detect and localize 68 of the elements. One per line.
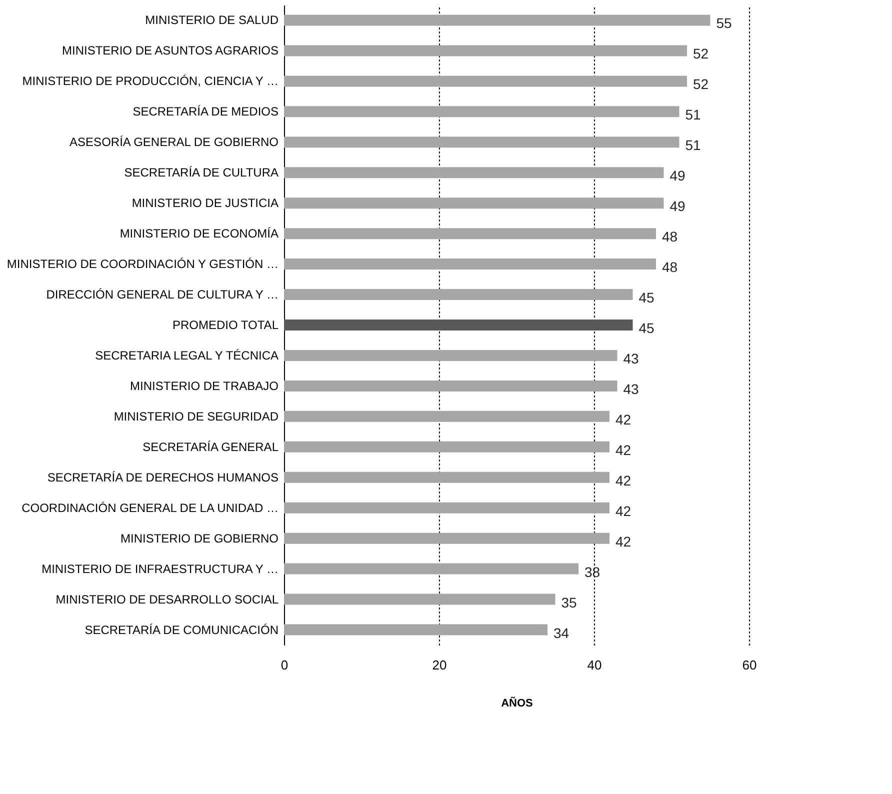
bar: [284, 136, 680, 148]
data-label: 51: [685, 137, 702, 154]
bar: [284, 76, 687, 87]
data-label: 45: [638, 290, 655, 306]
y-tick-label: DIRECCIÓN GENERAL DE CULTURA Y …: [46, 288, 278, 302]
data-label: 51: [685, 106, 702, 123]
data-label: 52: [693, 46, 709, 62]
data-label: 49: [670, 198, 686, 214]
y-tick-label: MINISTERIO DE INFRAESTRUCTURA Y …: [42, 562, 278, 576]
data-label: 42: [616, 442, 632, 458]
bar: [284, 410, 610, 422]
bar: [284, 14, 710, 26]
x-tick-label: 60: [742, 658, 757, 672]
data-label: 42: [616, 502, 632, 519]
y-tick-label: SECRETARÍA DE CULTURA: [124, 166, 278, 180]
bar: [284, 594, 556, 605]
bar: [284, 106, 680, 118]
data-label: 34: [554, 624, 570, 641]
y-tick-label: MINISTERIO DE COORDINACIÓN Y GESTIÓN …: [6, 257, 278, 272]
data-label: 45: [638, 320, 655, 336]
y-tick-label: SECRETARIA LEGAL Y TÉCNICA: [95, 348, 278, 362]
y-tick-label: SECRETARÍA DE DERECHOS HUMANOS: [47, 470, 278, 484]
bar: [284, 350, 618, 361]
data-label: 52: [693, 76, 709, 92]
y-tick-label: MINISTERIO DE PRODUCCIÓN, CIENCIA Y …: [22, 74, 278, 88]
bar: [284, 45, 687, 56]
bar: [284, 258, 656, 270]
bar: [284, 441, 610, 452]
y-tick-label: MINISTERIO DE SALUD: [145, 13, 279, 28]
y-tick-label: MINISTERIO DE TRABAJO: [130, 378, 278, 393]
data-label: 38: [584, 564, 600, 580]
data-label: 48: [662, 259, 678, 276]
data-label: 55: [716, 15, 732, 32]
x-axis-title: AÑOS: [501, 696, 533, 710]
y-tick-label: ASESORÍA GENERAL DE GOBIERNO: [70, 135, 278, 150]
y-tick-label: MINISTERIO DE GOBIERNO: [120, 531, 278, 546]
bar: [284, 532, 610, 544]
data-label: 42: [616, 411, 632, 428]
bar: [284, 624, 548, 636]
data-label: 49: [670, 168, 686, 184]
data-label: 42: [616, 472, 632, 488]
bar: [284, 563, 578, 574]
data-label: 43: [623, 350, 640, 366]
bar: [284, 320, 633, 330]
y-tick-label: SECRETARÍA GENERAL: [142, 440, 279, 454]
y-tick-label: PROMEDIO TOTAL: [172, 318, 279, 332]
y-tick-label: MINISTERIO DE SEGURIDAD: [114, 409, 279, 424]
y-tick-label: MINISTERIO DE DESARROLLO SOCIAL: [56, 592, 279, 606]
data-label: 48: [662, 228, 678, 245]
bar: [284, 380, 618, 392]
x-tick-label: 40: [587, 658, 602, 672]
y-tick-label: SECRETARÍA DE MEDIOS: [132, 104, 278, 119]
y-tick-label: SECRETARÍA DE COMUNICACIÓN: [84, 622, 278, 637]
x-tick-label: 0: [280, 658, 288, 672]
bar: [284, 289, 633, 300]
bar: [284, 198, 664, 209]
x-tick-label: 20: [432, 658, 447, 672]
y-tick-label: MINISTERIO DE JUSTICIA: [132, 196, 278, 210]
y-tick-label: MINISTERIO DE ECONOMÍA: [120, 226, 278, 241]
bar: [284, 472, 610, 483]
y-tick-label: COORDINACIÓN GENERAL DE LA UNIDAD …: [22, 500, 278, 515]
bar: [284, 167, 664, 178]
bar: [284, 228, 656, 240]
data-label: 42: [616, 533, 632, 550]
data-label: 43: [623, 380, 640, 397]
bar: [284, 502, 610, 514]
data-label: 35: [561, 594, 578, 610]
y-tick-label: MINISTERIO DE ASUNTOS AGRARIOS: [62, 44, 278, 58]
